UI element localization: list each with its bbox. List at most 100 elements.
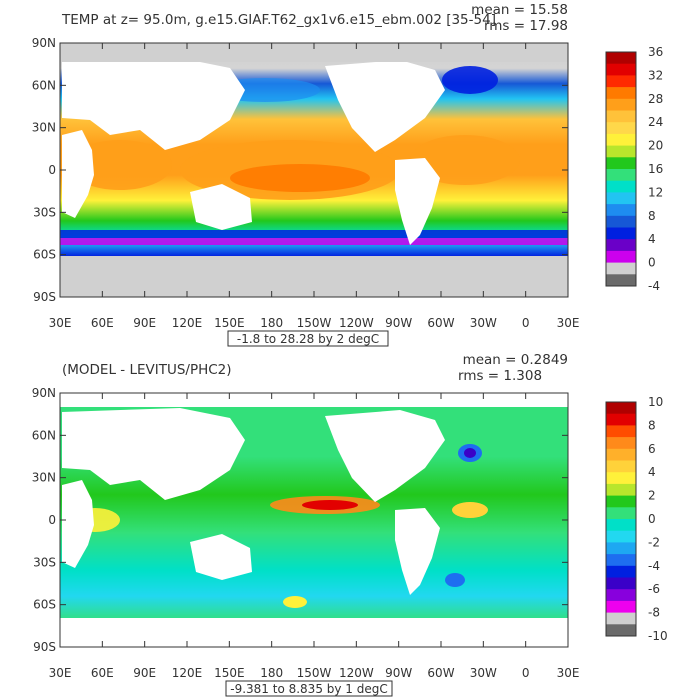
bottom-lon-label: 60W — [427, 666, 454, 680]
top-lon-label: 60W — [427, 316, 454, 330]
top-colorbar: 36 32 28 24 20 16 12 8 4 0 -4 — [605, 45, 663, 293]
bottom-colorbar-label: -4 — [648, 559, 660, 573]
indian-ocean-warm-pool — [68, 140, 172, 190]
top-lon-label: 60E — [91, 316, 114, 330]
top-lat-label: 90N — [32, 36, 56, 50]
top-colorbar-label: 32 — [648, 68, 663, 82]
bottom-colorbar-swatch — [606, 495, 636, 508]
top-colorbar-label: 20 — [648, 139, 663, 153]
top-lon-label: 30E — [49, 316, 72, 330]
top-colorbar-label: 28 — [648, 92, 663, 106]
bottom-colorbar-swatch — [606, 612, 636, 625]
bottom-colorbar-label: 2 — [648, 489, 656, 503]
top-panel-mean: mean = 15.58 — [471, 2, 568, 18]
top-lon-label: 30W — [470, 316, 497, 330]
bottom-colorbar: 10 8 6 4 2 0 -2 -4 -6 -8 -10 — [605, 395, 668, 643]
top-colorbar-swatch — [606, 262, 636, 275]
top-panel-rms: rms = 17.98 — [484, 18, 568, 34]
top-lat-label: 30N — [32, 121, 56, 135]
top-colorbar-label: 16 — [648, 162, 663, 176]
top-colorbar-label: 8 — [648, 209, 656, 223]
top-colorbar-swatch — [606, 122, 636, 135]
north-atlantic-cold-core — [464, 448, 476, 458]
top-range-text: -1.8 to 28.28 by 2 degC — [237, 332, 379, 346]
bottom-colorbar-swatch — [606, 413, 636, 426]
bottom-colorbar-swatch — [606, 554, 636, 567]
eurasia — [62, 58, 245, 150]
bottom-colorbar-label: -2 — [648, 535, 660, 549]
top-panel: TEMP at z= 95.0m, g.e15.GIAF.T62_gx1v6.e… — [32, 2, 663, 347]
north-america — [325, 60, 445, 152]
top-lon-label: 120W — [339, 316, 374, 330]
top-colorbar-swatch — [606, 145, 636, 158]
bottom-colorbar-label: 10 — [648, 395, 663, 409]
bottom-colorbar-label: -6 — [648, 582, 660, 596]
top-colorbar-label: -4 — [648, 279, 660, 293]
labrador-sea-cold — [442, 66, 498, 94]
top-colorbar-swatch — [606, 215, 636, 228]
top-lat-label: 30S — [33, 205, 56, 219]
bottom-lon-label: 180 — [260, 666, 283, 680]
australia — [190, 184, 252, 230]
top-colorbar-label: 24 — [648, 115, 663, 129]
top-lon-labels: 30E 60E 90E 120E 150E 180 150W 120W 90W 60W 30W 0 30… — [49, 316, 580, 330]
top-colorbar-swatch — [606, 274, 636, 287]
top-colorbar-swatch — [606, 87, 636, 100]
top-lon-label: 30E — [557, 316, 580, 330]
bottom-range-text: -9.381 to 8.835 by 1 degC — [230, 682, 388, 696]
top-lat-label: 60N — [32, 78, 56, 92]
top-colorbar-swatch — [606, 110, 636, 123]
southern-ocean-band-blue — [60, 230, 568, 238]
atlantic-warm-pool — [410, 135, 520, 185]
top-lat-label: 0 — [48, 163, 56, 177]
top-lat-label: 90S — [33, 290, 56, 304]
bottom-lon-label: 30E — [557, 666, 580, 680]
bottom-colorbar-swatch — [606, 460, 636, 473]
bottom-lon-label: 150W — [297, 666, 332, 680]
southern-ocean-band-purple — [60, 238, 568, 245]
top-lon-label: 150E — [214, 316, 245, 330]
top-colorbar-swatch — [606, 192, 636, 205]
top-lon-label: 90E — [133, 316, 156, 330]
top-colorbar-swatch — [606, 250, 636, 264]
southern-ocean-warm-spot — [283, 596, 307, 608]
bottom-colorbar-swatch — [606, 448, 636, 461]
top-lon-label: 120E — [172, 316, 203, 330]
bottom-colorbar-swatch — [606, 519, 636, 532]
top-colorbar-label: 4 — [648, 232, 656, 246]
bottom-lat-labels: 90N 60N 30N 0 30S 60S 90S — [32, 386, 56, 654]
top-colorbar-label: 36 — [648, 45, 663, 59]
bottom-axis-ticks — [59, 392, 569, 648]
top-lon-label: 90W — [385, 316, 412, 330]
south-america-bottom — [395, 508, 440, 595]
top-colorbar-swatch — [606, 63, 636, 76]
top-lon-label: 0 — [522, 316, 530, 330]
top-colorbar-swatch — [606, 180, 636, 193]
bottom-lat-label: 60N — [32, 428, 56, 442]
atlantic-warm-anomaly — [452, 502, 488, 518]
bottom-panel-rms: rms = 1.308 — [458, 368, 542, 384]
top-map-field — [60, 43, 568, 297]
bottom-colorbar-label: 0 — [648, 512, 656, 526]
bottom-colorbar-swatch — [606, 577, 636, 590]
bottom-colorbar-label: -10 — [648, 629, 668, 643]
bottom-colorbar-label: 4 — [648, 465, 656, 479]
bottom-lon-label: 150E — [214, 666, 245, 680]
south-atlantic-cold-anomaly — [445, 573, 465, 587]
bottom-colorbar-swatch — [606, 600, 636, 614]
bottom-colorbar-label: 6 — [648, 442, 656, 456]
top-colorbar-swatch — [606, 204, 636, 217]
bottom-map-field — [60, 393, 568, 647]
top-lon-label: 180 — [260, 316, 283, 330]
top-panel-title: TEMP at z= 95.0m, g.e15.GIAF.T62_gx1v6.e… — [61, 12, 496, 28]
bottom-colorbar-frame — [605, 401, 637, 637]
bottom-lat-label: 0 — [48, 513, 56, 527]
bottom-panel-title: (MODEL - LEVITUS/PHC2) — [62, 362, 232, 378]
bottom-colorbar-swatch — [606, 437, 636, 450]
bottom-lon-label: 90W — [385, 666, 412, 680]
africa — [62, 130, 94, 218]
eurasia-bottom — [62, 408, 245, 500]
top-colorbar-swatch — [606, 133, 636, 147]
continents-top — [60, 43, 568, 297]
